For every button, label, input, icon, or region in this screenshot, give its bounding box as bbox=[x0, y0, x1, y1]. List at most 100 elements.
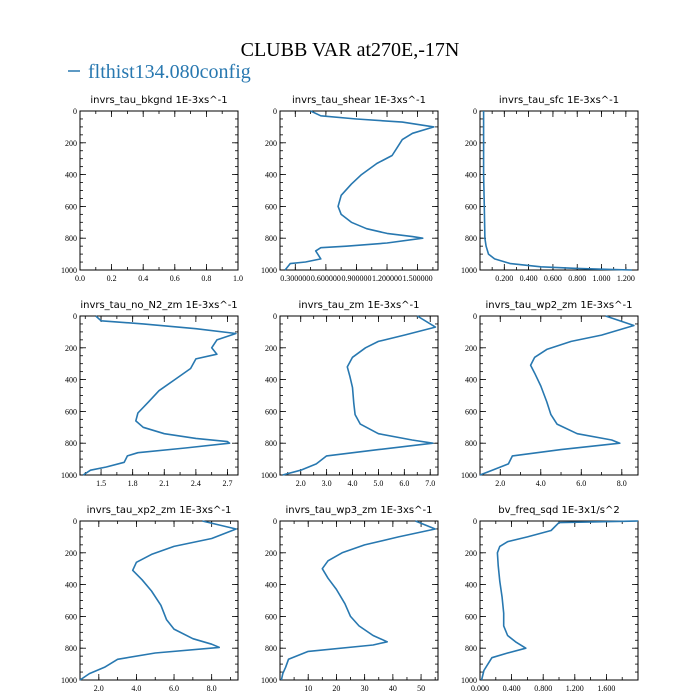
y-tick-label: 800 bbox=[465, 644, 477, 653]
y-tick-label: 0 bbox=[273, 517, 277, 526]
panel-title: invrs_tau_zm 1E-3xs^-1 bbox=[298, 300, 419, 311]
panel-7: invrs_tau_xp2_zm 1E-3xs^-1 2.0 4.0 6.0 8.0 0 2… bbox=[61, 505, 239, 693]
y-tick-label: 400 bbox=[465, 581, 477, 590]
panel-6: invrs_tau_wp2_zm 1E-3xs^-1 2.0 4.0 6.0 8.0 0 2… bbox=[461, 300, 639, 488]
y-tick-label: 600 bbox=[65, 407, 77, 416]
x-tick-label: 7.0 bbox=[425, 479, 435, 488]
y-tick-label: 1000 bbox=[461, 266, 477, 275]
panel-title: invrs_tau_no_N2_zm 1E-3xs^-1 bbox=[80, 300, 237, 311]
y-tick-label: 200 bbox=[265, 549, 277, 558]
panel-4: invrs_tau_no_N2_zm 1E-3xs^-1 1.5 1.8 2.1 2.4… bbox=[61, 300, 239, 488]
y-tick-label: 400 bbox=[265, 376, 277, 385]
y-tick-label: 0 bbox=[473, 107, 477, 116]
legend-label: flthist134.080config bbox=[88, 61, 251, 83]
y-tick-label: 200 bbox=[65, 344, 77, 353]
x-tick-label: 0.0 bbox=[75, 274, 85, 283]
x-tick-label: 1.200 bbox=[617, 274, 635, 283]
x-tick-label: 0.2 bbox=[107, 274, 117, 283]
panel-title: bv_freq_sqd 1E-3x1/s^2 bbox=[498, 505, 620, 516]
panel-5: invrs_tau_zm 1E-3xs^-1 2.0 3.0 4.0 5.0 6.0 7.0… bbox=[261, 300, 439, 488]
series-line bbox=[479, 315, 635, 476]
x-tick-label: 1.600 bbox=[597, 684, 615, 693]
x-tick-label: 4.0 bbox=[536, 479, 546, 488]
y-tick-label: 400 bbox=[65, 581, 77, 590]
y-tick-label: 0 bbox=[273, 312, 277, 321]
y-tick-label: 1000 bbox=[261, 266, 277, 275]
x-tick-label: 6.0 bbox=[169, 684, 179, 693]
x-tick-label: 2.0 bbox=[495, 479, 505, 488]
panel-9: bv_freq_sqd 1E-3x1/s^2 0.000 0.400 0.800 1.2… bbox=[461, 505, 639, 693]
x-tick-label: 8.0 bbox=[207, 684, 217, 693]
y-tick-label: 200 bbox=[65, 139, 77, 148]
series-line bbox=[282, 315, 437, 476]
y-tick-label: 800 bbox=[265, 644, 277, 653]
plot-frame bbox=[279, 315, 439, 476]
y-tick-label: 600 bbox=[65, 202, 77, 211]
y-tick-label: 400 bbox=[65, 171, 77, 180]
x-tick-label: 0.800 bbox=[568, 274, 586, 283]
y-tick-label: 400 bbox=[465, 376, 477, 385]
x-tick-label: 4.0 bbox=[348, 479, 358, 488]
y-tick-label: 600 bbox=[265, 202, 277, 211]
y-tick-label: 0 bbox=[273, 107, 277, 116]
y-tick-label: 1000 bbox=[261, 676, 277, 685]
y-tick-label: 1000 bbox=[261, 471, 277, 480]
panel-title: invrs_tau_xp2_zm 1E-3xs^-1 bbox=[87, 505, 232, 516]
y-tick-label: 200 bbox=[265, 344, 277, 353]
x-tick-label: 3.0 bbox=[322, 479, 332, 488]
x-tick-label: 0.600 bbox=[544, 274, 562, 283]
y-tick-label: 400 bbox=[265, 171, 277, 180]
y-tick-label: 200 bbox=[65, 549, 77, 558]
y-tick-label: 600 bbox=[65, 612, 77, 621]
x-tick-label: 10 bbox=[304, 684, 312, 693]
y-tick-label: 0 bbox=[473, 312, 477, 321]
y-tick-label: 800 bbox=[265, 234, 277, 243]
series-line bbox=[79, 520, 237, 681]
series-line bbox=[82, 315, 237, 476]
y-tick-label: 600 bbox=[265, 407, 277, 416]
x-tick-label: 1.500000 bbox=[403, 274, 433, 283]
x-tick-label: 20 bbox=[332, 684, 340, 693]
y-tick-label: 600 bbox=[265, 612, 277, 621]
panel-1: invrs_tau_bkgnd 1E-3xs^-1 0.0 0.2 0.4 0.6 0.8… bbox=[61, 95, 243, 283]
plot-frame bbox=[479, 110, 639, 271]
y-tick-label: 800 bbox=[65, 439, 77, 448]
x-tick-label: 2.0 bbox=[296, 479, 306, 488]
plot-frame bbox=[279, 110, 439, 271]
y-tick-label: 800 bbox=[465, 439, 477, 448]
panels: invrs_tau_bkgnd 1E-3xs^-1 0.0 0.2 0.4 0.6 0.8… bbox=[61, 95, 639, 693]
x-tick-label: 1.5 bbox=[96, 479, 106, 488]
plot-frame bbox=[479, 315, 639, 476]
panel-title: invrs_tau_sfc 1E-3xs^-1 bbox=[499, 95, 619, 106]
y-tick-label: 800 bbox=[65, 644, 77, 653]
x-tick-label: 1.200 bbox=[566, 684, 584, 693]
y-tick-label: 1000 bbox=[61, 471, 77, 480]
x-tick-label: 1.8 bbox=[128, 479, 138, 488]
x-tick-label: 6.0 bbox=[399, 479, 409, 488]
y-tick-label: 0 bbox=[73, 107, 77, 116]
y-tick-label: 800 bbox=[65, 234, 77, 243]
y-tick-label: 200 bbox=[265, 139, 277, 148]
plot-frame bbox=[79, 110, 239, 271]
x-tick-label: 0.400 bbox=[520, 274, 538, 283]
panel-title: invrs_tau_wp3_zm 1E-3xs^-1 bbox=[286, 505, 433, 516]
y-tick-label: 0 bbox=[73, 312, 77, 321]
y-tick-label: 0 bbox=[73, 517, 77, 526]
y-tick-label: 1000 bbox=[61, 676, 77, 685]
x-tick-label: 4.0 bbox=[131, 684, 141, 693]
y-tick-label: 0 bbox=[473, 517, 477, 526]
panel-3: invrs_tau_sfc 1E-3xs^-1 0.200 0.400 0.600 0.… bbox=[461, 95, 639, 283]
x-tick-label: 5.0 bbox=[373, 479, 383, 488]
figure-title: CLUBB VAR at270E,-17N bbox=[241, 39, 460, 61]
x-tick-label: 8.0 bbox=[617, 479, 627, 488]
series-line bbox=[482, 111, 632, 271]
x-tick-label: 30 bbox=[361, 684, 369, 693]
x-tick-label: 2.0 bbox=[94, 684, 104, 693]
x-tick-label: 0.600000 bbox=[311, 274, 341, 283]
legend: flthist134.080config bbox=[68, 61, 251, 83]
x-tick-label: 0.6 bbox=[170, 274, 180, 283]
x-tick-label: 2.1 bbox=[159, 479, 169, 488]
y-tick-label: 1000 bbox=[461, 676, 477, 685]
x-tick-label: 1.200000 bbox=[372, 274, 402, 283]
y-tick-label: 200 bbox=[465, 344, 477, 353]
